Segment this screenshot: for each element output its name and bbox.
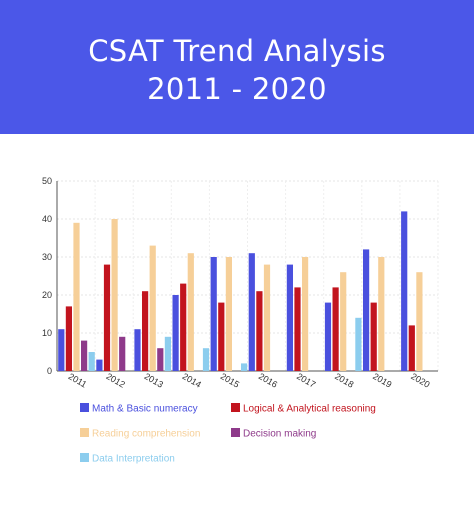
bar-logical-analytical-reasoning-2017 [294, 287, 301, 371]
bar-reading-comprehension-2016 [263, 264, 271, 371]
bar-logical-analytical-reasoning-2014 [180, 283, 187, 371]
bar-reading-comprehension-2012 [111, 219, 118, 371]
x-tick-label: 2014 [181, 371, 203, 390]
bar-data-interpretation-2018 [355, 317, 362, 371]
chart-title: CSAT Trend Analysis [88, 34, 386, 68]
bar-math-basic-numeracy-2020 [401, 211, 408, 371]
x-tick-label: 2015 [219, 371, 241, 390]
x-tick-label: 2012 [104, 371, 126, 390]
bar-logical-analytical-reasoning-2018 [332, 287, 339, 371]
y-tick-label: 40 [42, 214, 52, 224]
y-tick-label: 10 [42, 328, 52, 338]
y-tick-label: 20 [42, 290, 52, 300]
bar-data-interpretation-2011 [88, 352, 95, 371]
bar-reading-comprehension-2013 [149, 245, 156, 371]
header-banner: CSAT Trend Analysis 2011 - 2020 [0, 0, 474, 134]
bar-math-basic-numeracy-2016 [248, 253, 255, 371]
bar-reading-comprehension-2014 [187, 253, 194, 371]
legend-swatch [80, 428, 89, 437]
x-tick-label: 2013 [143, 371, 165, 390]
legend-label: Logical & Analytical reasoning [243, 404, 376, 415]
legend-label: Decision making [243, 429, 316, 440]
bar-math-basic-numeracy-2019 [363, 249, 370, 371]
bar-data-interpretation-2014 [202, 348, 210, 371]
bar-reading-comprehension-2018 [340, 272, 347, 371]
bar-math-basic-numeracy-2013 [134, 329, 141, 371]
bar-decision-making-2013 [157, 348, 164, 371]
bar-chart: 0 10 20 30 40 50 2011 2012 2013 2014 2015 2016 2017 2… [42, 176, 439, 465]
bar-reading-comprehension-2017 [302, 257, 309, 371]
bar-data-interpretation-2015 [241, 363, 248, 371]
bar-math-basic-numeracy-2011 [58, 329, 65, 371]
bar-math-basic-numeracy-2018 [324, 302, 332, 371]
bar-decision-making-2011 [81, 340, 88, 371]
x-tick-label: 2017 [295, 371, 317, 390]
chart-subtitle: 2011 - 2020 [147, 72, 327, 106]
y-tick-label: 0 [47, 366, 52, 376]
x-tick-label: 2018 [333, 371, 355, 390]
bar-logical-analytical-reasoning-2016 [256, 291, 263, 371]
bar-logical-analytical-reasoning-2015 [218, 302, 225, 371]
legend-label: Data Interpretation [92, 454, 175, 465]
bar-reading-comprehension-2011 [73, 222, 80, 371]
legend-label: Math & Basic numeracy [92, 404, 198, 415]
x-tick-label: 2020 [409, 371, 431, 390]
bar-decision-making-2012 [119, 336, 126, 371]
bar-math-basic-numeracy-2012 [96, 359, 103, 371]
bar-math-basic-numeracy-2014 [172, 295, 179, 371]
legend-swatch [231, 403, 240, 412]
legend-swatch [80, 403, 89, 412]
bar-logical-analytical-reasoning-2019 [370, 302, 377, 371]
y-tick-label: 50 [42, 176, 52, 186]
bar-logical-analytical-reasoning-2011 [65, 306, 72, 371]
x-tick-label: 2016 [257, 371, 279, 390]
bar-logical-analytical-reasoning-2020 [408, 325, 415, 371]
legend-label: Reading comprehension [92, 429, 200, 440]
legend-swatch [80, 453, 89, 462]
bar-reading-comprehension-2015 [225, 257, 232, 371]
x-tick-label: 2011 [67, 371, 89, 389]
bar-logical-analytical-reasoning-2012 [103, 264, 111, 371]
bar-math-basic-numeracy-2017 [286, 264, 293, 371]
bar-reading-comprehension-2020 [416, 272, 423, 371]
y-tick-label: 30 [42, 252, 52, 262]
bar-data-interpretation-2013 [164, 336, 171, 371]
bar-math-basic-numeracy-2015 [210, 257, 217, 371]
x-tick-label: 2019 [371, 371, 393, 390]
bar-logical-analytical-reasoning-2013 [142, 291, 149, 371]
legend-swatch [231, 428, 240, 437]
bar-reading-comprehension-2019 [378, 257, 385, 371]
